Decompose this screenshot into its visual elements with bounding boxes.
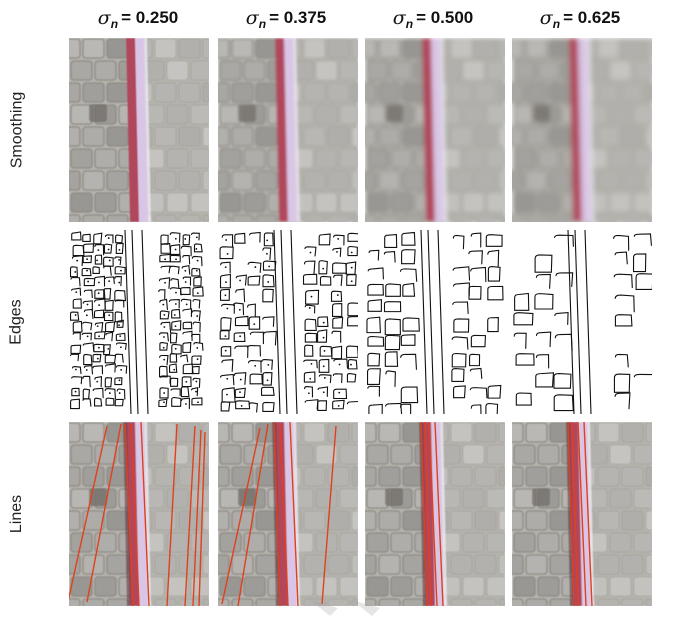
edges-image-1: [218, 230, 358, 414]
lines-image-1: [218, 422, 358, 606]
lines-panel-2: [365, 422, 505, 606]
edges-panel-0: [69, 230, 209, 414]
lines-image-3: [512, 422, 652, 606]
edges-panel-2: [365, 230, 505, 414]
edges-panel-1: [218, 230, 358, 414]
lines-panel-3: [512, 422, 652, 606]
smoothing-image-3: [512, 38, 652, 222]
edges-panel-3: [512, 230, 652, 414]
edges-image-0: [69, 230, 209, 414]
lines-image-2: [365, 422, 505, 606]
column-header-2: σ n = 0.500: [392, 7, 474, 31]
lines-panel-1: [218, 422, 358, 606]
lines-panel-0: [69, 422, 209, 606]
watermark-icon: [310, 600, 380, 616]
row-label-smoothing: Smoothing: [8, 91, 25, 169]
smoothing-image-2: [365, 38, 505, 222]
column-header-0: σ n = 0.250: [97, 7, 179, 31]
row-label-edges: Edges: [8, 299, 25, 345]
smoothing-image-1: [218, 38, 358, 222]
column-header-3: σ n = 0.625: [539, 7, 621, 31]
smoothing-image-0: [69, 38, 209, 222]
smoothing-panel-2: [365, 38, 505, 222]
smoothing-panel-1: [218, 38, 358, 222]
edges-image-3: [512, 230, 652, 414]
column-header-1: σ n = 0.375: [245, 7, 327, 31]
lines-image-0: [69, 422, 209, 606]
row-label-lines: Lines: [8, 494, 25, 534]
edges-image-2: [365, 230, 505, 414]
smoothing-panel-0: [69, 38, 209, 222]
smoothing-panel-3: [512, 38, 652, 222]
